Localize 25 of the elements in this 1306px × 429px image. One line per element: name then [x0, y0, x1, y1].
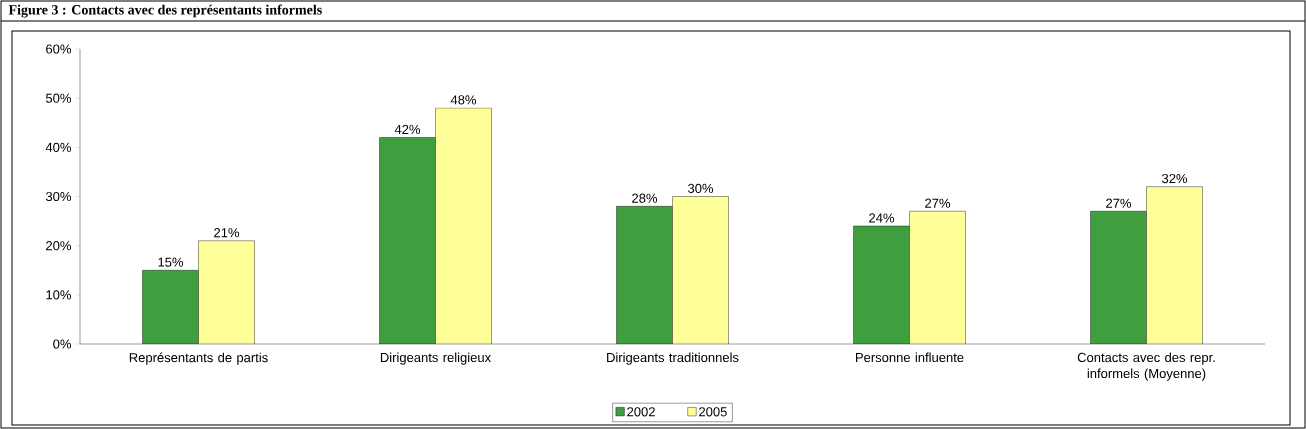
x-tick-label: Représentants de partis [129, 352, 268, 365]
data-label: 15% [158, 257, 184, 267]
data-label: 42% [394, 124, 421, 134]
data-label: 28% [632, 193, 658, 203]
chart-title: Figure 3 : Contacts avec des représentants informels [8, 4, 322, 18]
y-tick-label: 10% [46, 290, 72, 300]
data-label: 24% [869, 213, 895, 223]
legend-label: 2005 [699, 407, 727, 417]
legend-label: 2002 [627, 407, 655, 417]
y-tick-label: 40% [45, 142, 72, 152]
data-label: 27% [1106, 198, 1132, 208]
y-tick-label: 0% [53, 339, 72, 349]
y-tick-label: 60% [46, 44, 72, 54]
data-label: 30% [688, 183, 714, 193]
data-label: 48% [450, 95, 477, 105]
y-tick-label: 20% [46, 241, 72, 251]
data-label: 32% [1162, 173, 1188, 184]
data-label: 27% [925, 198, 951, 208]
x-tick-label: Dirigeants religieux [380, 352, 491, 365]
data-label: 21% [214, 228, 240, 238]
y-tick-label: 30% [45, 191, 72, 202]
x-tick-label: Dirigeants traditionnels [607, 352, 739, 365]
y-tick-label: 50% [45, 93, 72, 103]
x-tick-label: Contacts avec des repr. informels (Moyenne) [1077, 352, 1215, 381]
x-tick-label: Personne influente [856, 352, 964, 363]
